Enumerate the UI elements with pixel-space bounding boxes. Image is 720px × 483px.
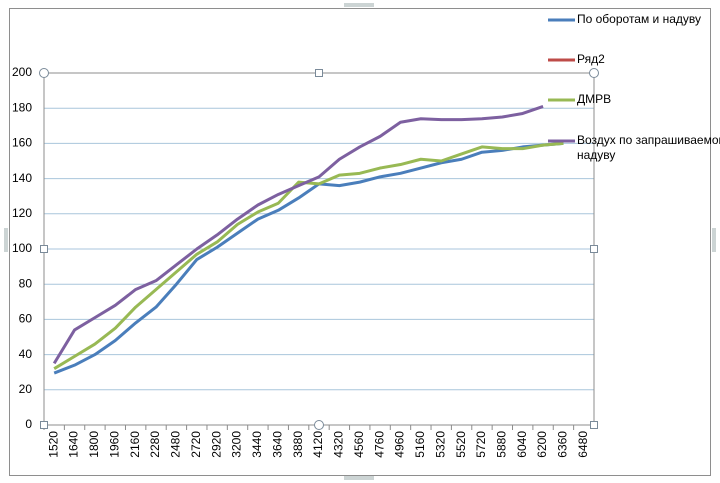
y-tick-label: 140 bbox=[12, 171, 32, 185]
legend-label: ДМРВ bbox=[577, 92, 612, 106]
frame-handle bbox=[344, 476, 374, 480]
selection-handle bbox=[315, 69, 323, 77]
x-tick-label: 4320 bbox=[332, 431, 346, 458]
x-tick-label: 3880 bbox=[291, 431, 305, 458]
x-tick-label: 2280 bbox=[148, 431, 162, 458]
x-tick-label: 4560 bbox=[352, 431, 366, 458]
frame-handle bbox=[344, 3, 374, 7]
series-line bbox=[53, 141, 564, 375]
series-line bbox=[52, 105, 544, 365]
selection-handle bbox=[40, 421, 48, 429]
x-tick-label: 5320 bbox=[433, 431, 447, 458]
legend-label: По оборотам и надуву bbox=[577, 12, 702, 26]
y-tick-label: 180 bbox=[12, 100, 32, 114]
legend-label: Воздух по запрашиваемому надуву bbox=[577, 133, 720, 162]
y-tick-label: 0 bbox=[25, 417, 32, 431]
y-tick-label: 100 bbox=[12, 241, 32, 255]
x-tick-label: 1640 bbox=[67, 431, 81, 458]
x-tick-label: 1960 bbox=[107, 431, 121, 458]
selection-handle bbox=[590, 421, 598, 429]
y-tick-label: 80 bbox=[19, 276, 33, 290]
y-tick-label: 40 bbox=[19, 347, 33, 361]
x-tick-label: 5880 bbox=[495, 431, 509, 458]
x-tick-label: 3640 bbox=[270, 431, 284, 458]
x-tick-label: 5160 bbox=[413, 431, 427, 458]
y-tick-label: 60 bbox=[19, 312, 33, 326]
x-tick-label: 2480 bbox=[169, 431, 183, 458]
x-tick-label: 1520 bbox=[46, 431, 60, 458]
x-tick-label: 6480 bbox=[576, 431, 590, 458]
selection-handle bbox=[314, 420, 324, 430]
x-tick-label: 4960 bbox=[393, 431, 407, 458]
x-tick-label: 5720 bbox=[474, 431, 488, 458]
x-tick-label: 5520 bbox=[454, 431, 468, 458]
x-tick-label: 3440 bbox=[250, 431, 264, 458]
series-line bbox=[53, 141, 564, 370]
x-tick-label: 2160 bbox=[128, 431, 142, 458]
y-tick-label: 20 bbox=[19, 382, 33, 396]
frame-handle bbox=[4, 228, 8, 252]
selection-handle bbox=[589, 68, 599, 78]
x-tick-label: 6040 bbox=[515, 431, 529, 458]
legend-label: Ряд2 bbox=[577, 52, 605, 66]
x-tick-label: 3200 bbox=[230, 431, 244, 458]
y-tick-label: 160 bbox=[12, 136, 32, 150]
selection-handle bbox=[39, 68, 49, 78]
x-tick-label: 6200 bbox=[535, 431, 549, 458]
x-tick-label: 2720 bbox=[189, 431, 203, 458]
chart-frame bbox=[9, 8, 711, 476]
x-tick-label: 4760 bbox=[372, 431, 386, 458]
x-tick-label: 2920 bbox=[209, 431, 223, 458]
selection-handle bbox=[40, 245, 48, 253]
x-tick-label: 6360 bbox=[556, 431, 570, 458]
x-tick-label: 4120 bbox=[311, 431, 325, 458]
selection-handle bbox=[590, 245, 598, 253]
x-tick-label: 1800 bbox=[87, 431, 101, 458]
y-tick-label: 200 bbox=[12, 65, 32, 79]
y-tick-label: 120 bbox=[12, 206, 32, 220]
frame-handle bbox=[712, 228, 716, 252]
